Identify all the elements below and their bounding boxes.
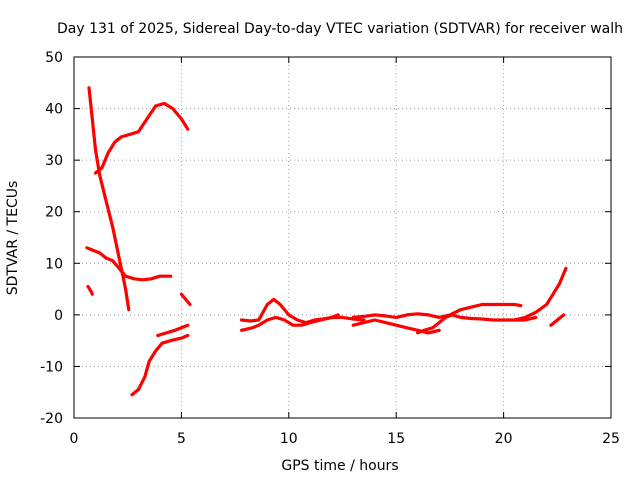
series-track-6 bbox=[156, 323, 190, 338]
series-track-10 bbox=[351, 318, 441, 335]
series-track-3 bbox=[85, 246, 173, 282]
series-track-12 bbox=[416, 313, 538, 335]
y-tick-label: -20 bbox=[40, 411, 63, 427]
series-track-11 bbox=[351, 302, 523, 319]
plot-frame bbox=[73, 56, 612, 419]
y-tick-labels: -20 -10 0 10 20 30 40 50 bbox=[40, 50, 63, 427]
data-series bbox=[85, 86, 568, 397]
grid bbox=[74, 57, 611, 418]
chart-title: Day 131 of 2025, Sidereal Day-to-day VTE… bbox=[57, 21, 623, 37]
series-track-4 bbox=[86, 284, 94, 296]
y-tick-label: -10 bbox=[40, 359, 63, 375]
x-axis-label: GPS time / hours bbox=[281, 458, 398, 474]
x-tick-label: 5 bbox=[177, 431, 186, 447]
y-tick-label: 50 bbox=[45, 50, 63, 66]
series-track-1 bbox=[87, 86, 131, 312]
y-tick-label: 20 bbox=[45, 205, 63, 221]
x-tick-label: 20 bbox=[495, 431, 513, 447]
series-track-13 bbox=[512, 266, 568, 322]
series-track-2 bbox=[93, 101, 190, 175]
y-axis-label: SDTVAR / TECUs bbox=[5, 181, 21, 296]
series-track-5 bbox=[130, 333, 190, 397]
y-tick-label: 0 bbox=[54, 308, 63, 324]
series-track-14 bbox=[549, 313, 566, 327]
x-tick-labels: 0 5 10 15 20 25 bbox=[70, 431, 620, 447]
x-tick-label: 15 bbox=[387, 431, 405, 447]
y-tick-label: 40 bbox=[45, 102, 63, 118]
series-track-7 bbox=[179, 292, 192, 307]
y-tick-label: 30 bbox=[45, 153, 63, 169]
axis-ticks bbox=[73, 56, 612, 419]
x-tick-label: 10 bbox=[280, 431, 298, 447]
y-tick-label: 10 bbox=[45, 256, 63, 272]
series-track-8 bbox=[239, 297, 366, 325]
x-tick-label: 0 bbox=[70, 431, 79, 447]
series-track-9 bbox=[239, 313, 340, 332]
x-tick-label: 25 bbox=[602, 431, 620, 447]
